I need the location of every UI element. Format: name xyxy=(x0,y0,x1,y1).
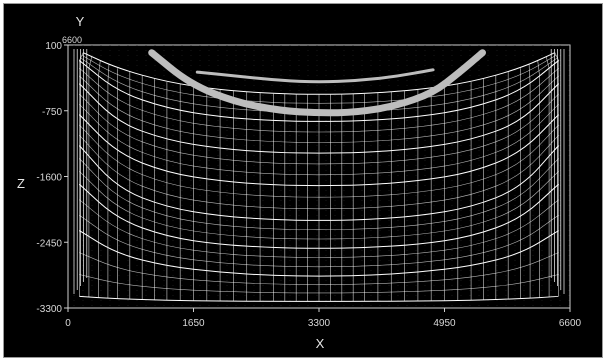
mesh-curves-layer xyxy=(73,49,565,302)
mesh-curve xyxy=(79,183,559,249)
x-tick-label: 4950 xyxy=(433,318,456,329)
mesh-curve xyxy=(79,214,559,268)
x-tick-label: 0 xyxy=(65,318,71,329)
z-tick-label: -1600 xyxy=(36,173,62,184)
mesh-curve xyxy=(79,93,559,165)
x-tick-label: 3300 xyxy=(308,318,331,329)
z-tick-label: -750 xyxy=(42,107,62,118)
z-axis-letter: Z xyxy=(17,176,25,191)
mesh-curve xyxy=(79,252,559,285)
mesh-curve xyxy=(79,134,559,210)
z-tick-label: -2450 xyxy=(36,238,62,249)
y-axis-letter: Y xyxy=(76,14,85,29)
mesh-radial-line xyxy=(88,56,93,297)
bands-layer xyxy=(148,49,486,117)
mesh-curve xyxy=(79,158,559,230)
mesh-curve xyxy=(82,52,556,95)
mesh-curve xyxy=(79,199,559,258)
mesh-radial-line xyxy=(79,52,84,297)
mesh-curve xyxy=(79,67,559,133)
x-axis-letter: X xyxy=(316,336,325,351)
x-tick-label: 6600 xyxy=(559,318,582,329)
mesh-radial-line xyxy=(545,56,550,297)
mesh-curve xyxy=(79,171,559,240)
mesh-curve xyxy=(79,59,560,122)
mesh-radial-line xyxy=(528,64,531,299)
mesh-curve xyxy=(79,145,560,221)
tick-labels-layer: 0 1650 3300 4950 6600 100 -750 -1600 -2450 -3300 xyxy=(36,41,581,329)
mesh-curve xyxy=(79,274,559,294)
mesh-curve xyxy=(79,103,559,176)
radial-lines-layer xyxy=(79,52,559,302)
mesh-curve xyxy=(79,295,560,302)
thick-band xyxy=(148,49,486,117)
mesh-curve xyxy=(79,124,559,198)
corner-label: 6600 xyxy=(62,35,82,45)
x-tick-label: 1650 xyxy=(182,318,205,329)
mesh-radial-line xyxy=(107,64,110,299)
mesh-curve xyxy=(81,55,557,104)
z-tick-label: -3300 xyxy=(36,304,62,315)
mesh-radial-line xyxy=(554,52,559,297)
thick-band xyxy=(195,68,435,84)
mesh-curve xyxy=(79,83,560,154)
mesh-curve xyxy=(79,114,560,187)
mesh-radial-line xyxy=(537,60,540,298)
mesh-curve xyxy=(79,75,559,143)
mesh-curve xyxy=(79,230,560,277)
z-tick-label: 100 xyxy=(45,41,62,52)
mesh-radial-line xyxy=(98,60,101,298)
